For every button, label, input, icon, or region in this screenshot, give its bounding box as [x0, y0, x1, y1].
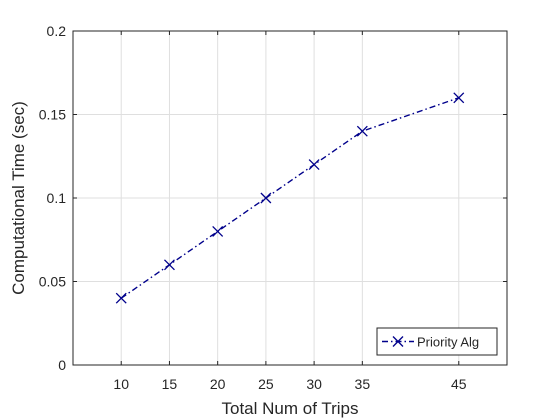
data-point-marker — [453, 92, 465, 104]
x-axis-label: Total Num of Trips — [222, 399, 359, 418]
data-point-marker — [212, 225, 224, 237]
axes: 10 15 20 25 30 35 45 0 0.05 0.1 0.15 0.2 — [39, 23, 508, 392]
x-tick-label: 20 — [210, 376, 226, 392]
legend-marker — [392, 336, 404, 347]
series-layer — [115, 92, 465, 304]
data-point-marker — [356, 125, 368, 137]
y-axis-label: Computational Time (sec) — [9, 101, 28, 295]
legend-label: Priority Alg — [417, 335, 479, 350]
data-point-marker — [308, 159, 320, 171]
x-tick-label: 35 — [355, 376, 371, 392]
y-tick-label: 0.2 — [47, 23, 67, 39]
data-point-marker — [163, 259, 175, 271]
x-tick-label: 30 — [306, 376, 322, 392]
x-tick-label: 10 — [113, 376, 129, 392]
x-tick-label: 15 — [162, 376, 178, 392]
y-tick-label: 0.1 — [47, 190, 67, 206]
y-tick-label: 0.15 — [39, 107, 66, 123]
x-tick-label: 45 — [451, 376, 467, 392]
y-tick-label: 0 — [58, 357, 66, 373]
x-tick-label: 25 — [258, 376, 274, 392]
data-point-marker — [115, 292, 127, 304]
y-tick-label: 0.05 — [39, 274, 66, 290]
legend: Priority Alg — [376, 327, 498, 356]
data-point-marker — [260, 192, 272, 204]
